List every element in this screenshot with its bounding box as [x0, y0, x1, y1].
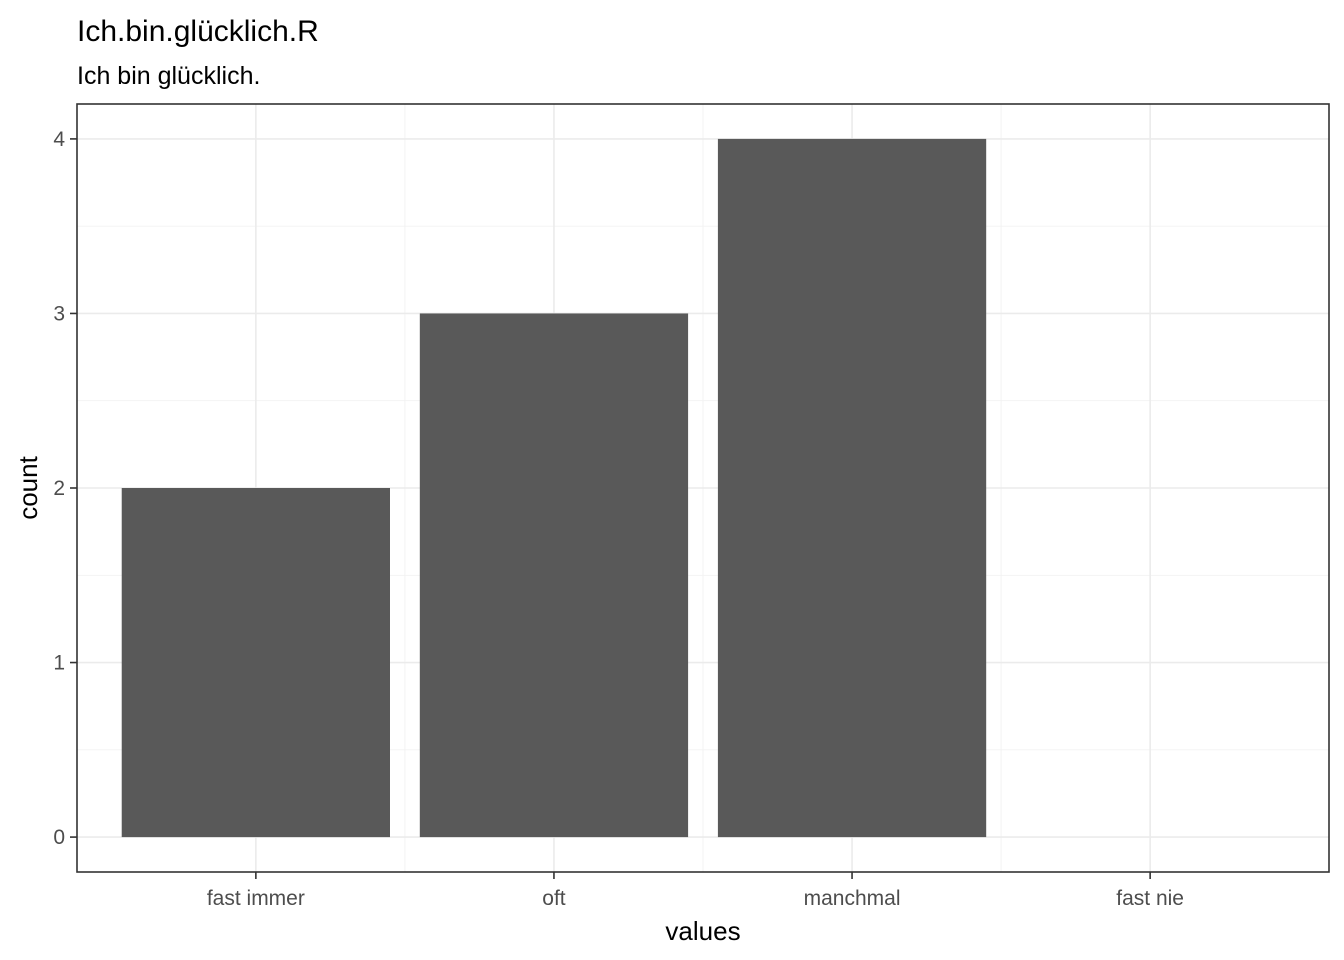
- bars: [121, 138, 987, 838]
- chart-subtitle: Ich bin glücklich.: [77, 62, 260, 90]
- x-axis: fast immer oft manchmal fast nie: [207, 872, 1184, 910]
- bar: [419, 313, 689, 838]
- y-tick-label: 2: [53, 477, 65, 500]
- x-tick-label: fast nie: [1116, 887, 1184, 910]
- y-axis-title: count: [13, 455, 43, 519]
- y-axis: 0 1 2 3 4: [53, 128, 77, 849]
- x-tick-label: fast immer: [207, 887, 305, 910]
- bar: [717, 138, 987, 838]
- y-tick-label: 4: [53, 128, 65, 151]
- y-tick-label: 0: [53, 826, 65, 849]
- x-tick-label: oft: [542, 887, 566, 910]
- y-tick-label: 1: [53, 652, 65, 675]
- chart-title: Ich.bin.glücklich.R: [77, 15, 319, 48]
- plot-panel: [76, 103, 1330, 873]
- y-tick-label: 3: [53, 302, 65, 325]
- x-tick-label: manchmal: [804, 887, 901, 910]
- x-axis-title: values: [665, 916, 740, 946]
- bar: [121, 488, 390, 838]
